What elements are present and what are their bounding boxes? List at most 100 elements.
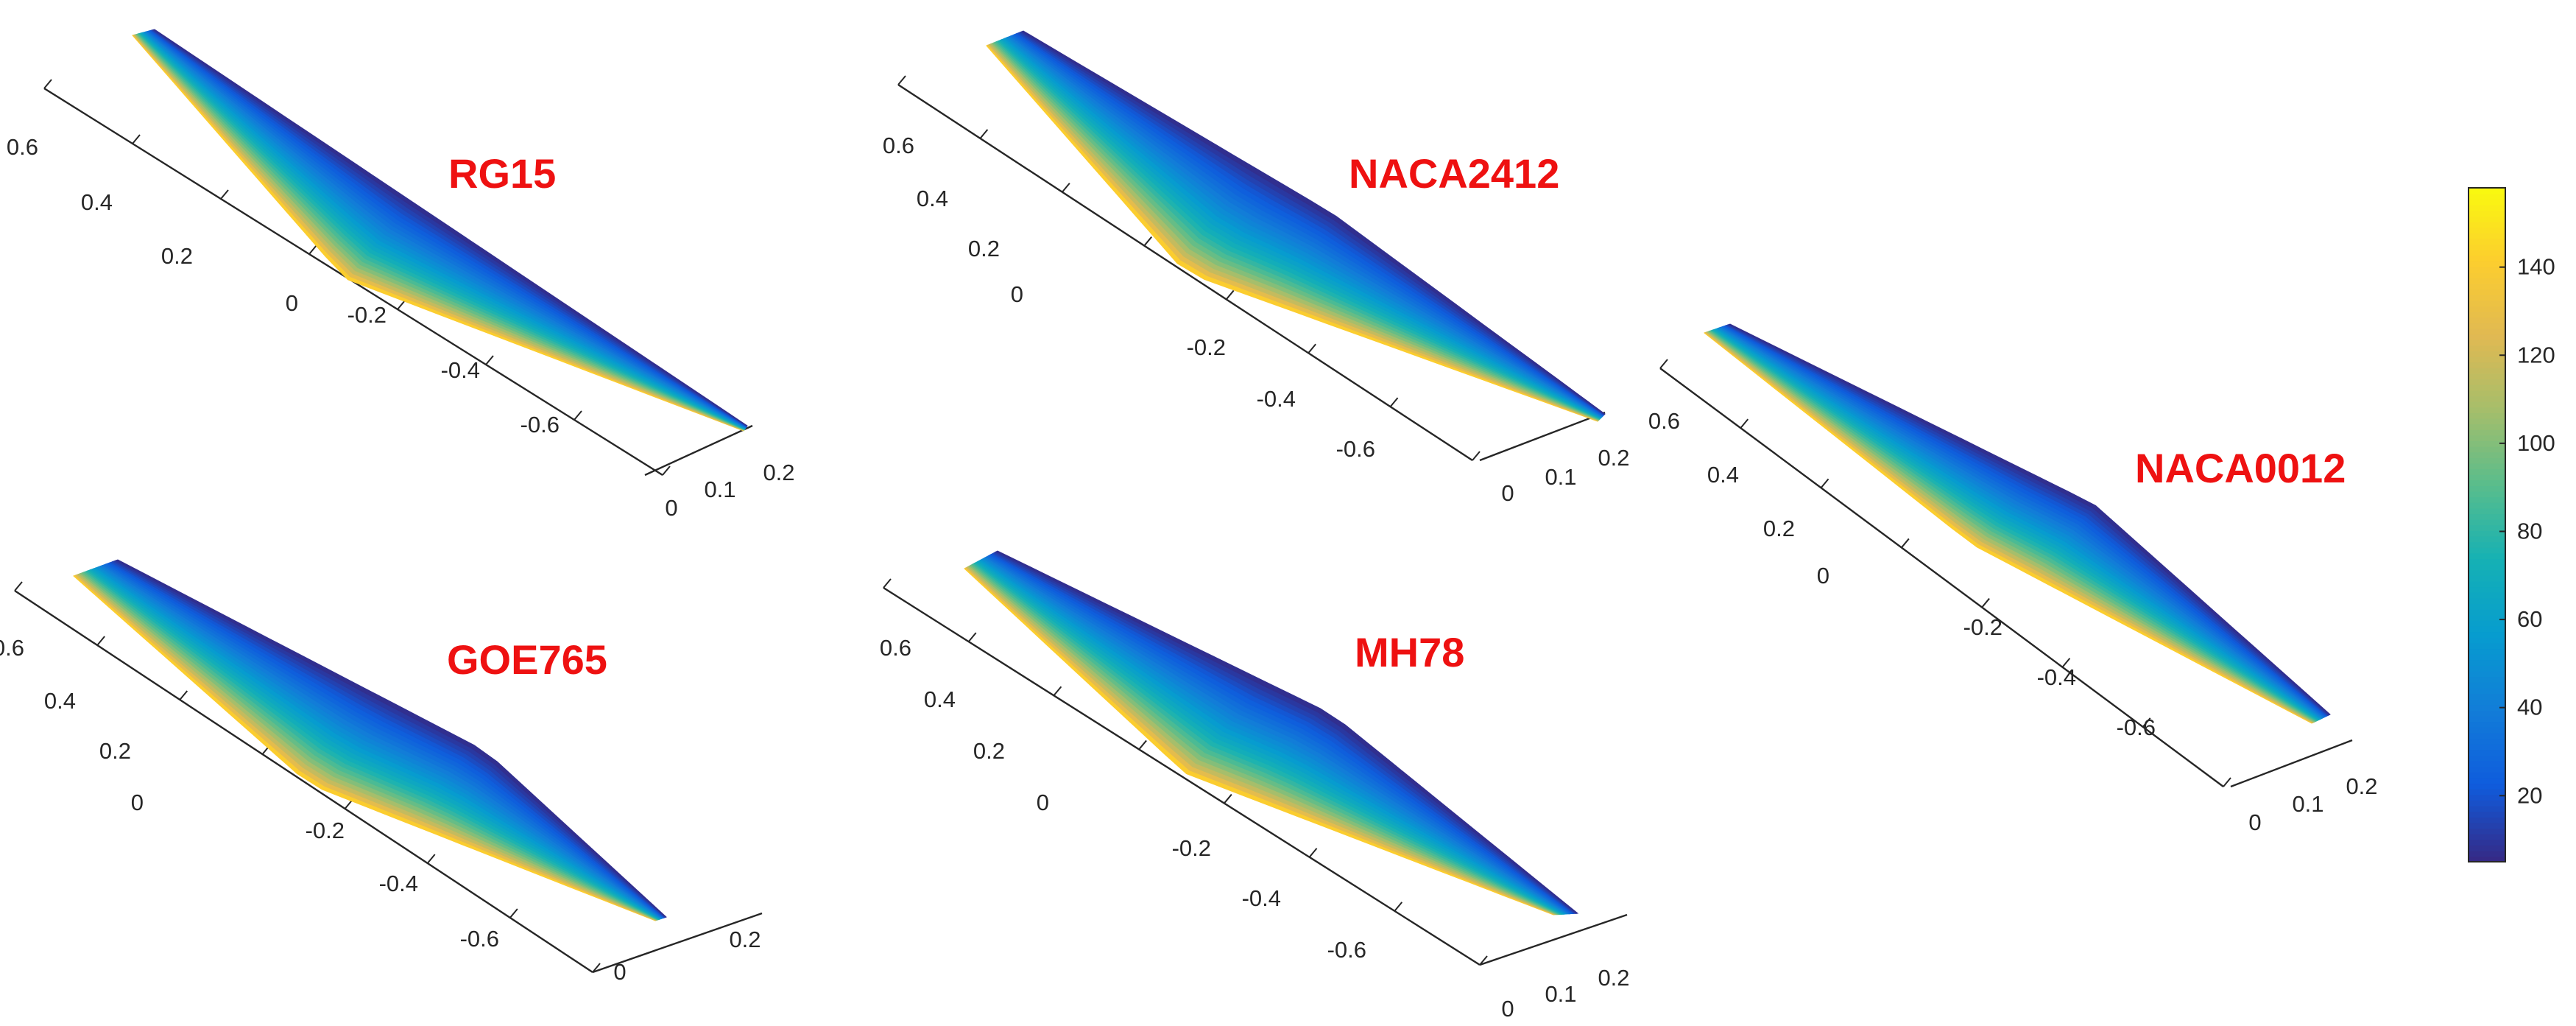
panel-rg15: 0.6 0.4 0.2 0 -0.2 -0.4 -0.6 0 0.1 0.2 RG15 — [7, 29, 795, 521]
z-axis-line — [592, 912, 763, 974]
axis-tick-mark — [1138, 739, 1147, 751]
y-tick-label: 0 — [1037, 790, 1049, 815]
y-tick-label: 0 — [1817, 563, 1829, 588]
x-tick-label: -0.4 — [1242, 885, 1281, 911]
y-tick-label: 0.4 — [44, 688, 76, 714]
axis-tick-mark — [1389, 397, 1399, 407]
colorbar-segment — [2469, 210, 2505, 217]
colorbar-segment — [2469, 653, 2505, 661]
colorbar-segment — [2469, 199, 2505, 205]
axis-tick-mark — [132, 134, 141, 144]
z-tick-label: 0 — [665, 495, 677, 521]
colorbar-segment — [2469, 552, 2505, 560]
colorbar-segment — [2469, 446, 2505, 453]
axis-tick-mark — [1143, 236, 1153, 247]
colorbar-segment — [2469, 575, 2505, 582]
y-tick-label: 0.6 — [1648, 408, 1680, 434]
colorbar-segment — [2469, 311, 2505, 318]
z-axis-line — [1479, 913, 1628, 966]
panel-title: NACA2412 — [1349, 150, 1559, 197]
surface-band — [152, 29, 748, 426]
colorbar-segment — [2469, 440, 2505, 447]
axis-tick-mark — [1224, 793, 1232, 804]
x-tick-label: -0.2 — [1963, 614, 2002, 640]
colorbar-segment — [2469, 631, 2505, 638]
x-tick-label: -0.6 — [1327, 937, 1366, 963]
surface-band — [995, 550, 1579, 914]
z-tick-label: 0.1 — [1545, 981, 1576, 1007]
colorbar-segment — [2469, 766, 2505, 773]
colorbar-segment — [2469, 755, 2505, 762]
colorbar-segment — [2469, 603, 2505, 610]
colorbar-segment — [2469, 435, 2505, 441]
panel-naca0012: 0.6 0.4 0.2 0 -0.2 -0.4 -0.6 0 0.1 0.2 NACA0012 — [1648, 323, 2378, 835]
colorbar-segment — [2469, 412, 2505, 419]
colorbar-segment — [2469, 608, 2505, 616]
colorbar-segment — [2469, 665, 2505, 672]
axis-tick-mark — [979, 129, 989, 139]
colorbar-segment — [2469, 474, 2505, 481]
colorbar-segment — [2469, 541, 2505, 548]
colorbar-segment — [2469, 294, 2505, 301]
z-tick-label: 0.2 — [1598, 445, 1629, 471]
colorbar-segment — [2469, 828, 2505, 834]
colorbar-segment — [2469, 743, 2505, 751]
colorbar-segment — [2469, 704, 2505, 711]
axis-tick-mark — [509, 908, 518, 918]
axis-tick-mark — [1225, 289, 1235, 301]
colorbar-segment — [2469, 794, 2505, 801]
axis-tick-mark — [883, 578, 892, 588]
axis-tick-mark — [308, 245, 317, 255]
surface-band — [1728, 323, 2331, 716]
colorbar-segment — [2469, 418, 2505, 425]
y-tick-label: 0.2 — [973, 738, 1005, 764]
colorbar-tick-label: 80 — [2517, 518, 2542, 544]
colorbar-segment — [2469, 547, 2505, 554]
colorbar-segment — [2469, 272, 2505, 278]
z-tick-label: 0 — [613, 959, 626, 985]
z-axis-line — [2230, 739, 2353, 788]
colorbar-segment — [2469, 278, 2505, 284]
z-tick-label: 0.2 — [2346, 773, 2377, 799]
axis-tick-mark — [1308, 848, 1318, 858]
axis-tick-mark — [1820, 478, 1829, 488]
axis-tick-mark — [1053, 686, 1062, 696]
colorbar-segment — [2469, 396, 2505, 402]
colorbar-tick-label: 120 — [2517, 342, 2555, 368]
z-tick-label: 0.2 — [763, 460, 794, 485]
colorbar-segment — [2469, 216, 2505, 222]
colorbar-segment — [2469, 424, 2505, 430]
colorbar-segment — [2469, 777, 2505, 784]
y-tick-label: 0 — [286, 290, 298, 316]
x-tick-label: -0.2 — [306, 818, 345, 843]
axis-tick-mark — [2061, 658, 2071, 668]
axis-tick-mark — [1062, 183, 1070, 193]
y-tick-label: 0.4 — [81, 189, 113, 215]
colorbar: 20 40 60 80 100 120 140 — [2468, 187, 2555, 862]
colorbar-segment — [2469, 457, 2505, 464]
z-tick-label: 0.2 — [1598, 965, 1629, 991]
y-tick-label: 0.2 — [968, 236, 1000, 261]
colorbar-segment — [2469, 530, 2505, 537]
axis-tick-mark — [1981, 597, 1990, 608]
colorbar-segment — [2469, 373, 2505, 380]
y-tick-label: 0.4 — [1707, 462, 1739, 488]
colorbar-segment — [2469, 772, 2505, 779]
axis-tick-mark — [2223, 777, 2231, 787]
colorbar-segment — [2469, 822, 2505, 829]
y-tick-label: 0.2 — [161, 243, 193, 269]
z-tick-label: 0 — [2248, 809, 2261, 835]
colorbar-segment — [2469, 451, 2505, 458]
x-tick-label: -0.4 — [379, 871, 418, 896]
colorbar-tick-label: 60 — [2517, 606, 2542, 632]
colorbar-segment — [2469, 676, 2505, 683]
colorbar-segment — [2469, 339, 2505, 346]
x-tick-label: -0.2 — [1172, 835, 1211, 861]
colorbar-segment — [2469, 569, 2505, 576]
axis-tick-mark — [43, 79, 52, 89]
colorbar-segment — [2469, 715, 2505, 723]
colorbar-segment — [2469, 204, 2505, 211]
x-tick-label: -0.4 — [441, 357, 480, 383]
wing-surface — [73, 559, 667, 921]
y-tick-label: 0.6 — [880, 635, 911, 661]
